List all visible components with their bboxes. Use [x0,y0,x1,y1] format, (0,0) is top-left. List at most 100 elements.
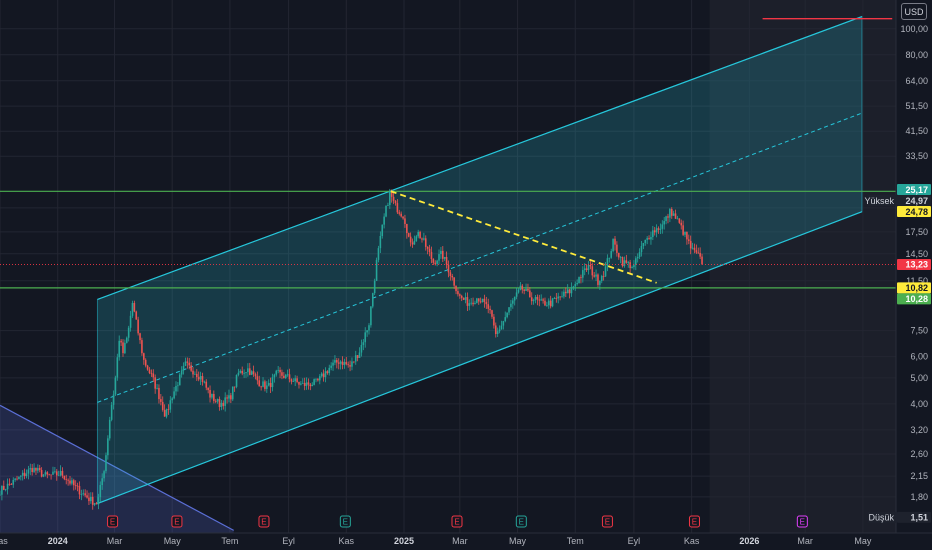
candle-body [687,239,690,241]
rising-channel-middle-line[interactable] [97,112,863,403]
earnings-marker[interactable]: E [515,515,527,528]
candle-body [237,372,240,376]
price-tick-label: 17,50 [905,227,928,237]
candle-body [390,190,393,197]
price-axis[interactable]: 100,0080,0064,0051,5041,5033,5021,5017,5… [895,0,932,550]
candle-body [670,208,673,216]
candle-body [264,381,266,389]
candle-body [55,471,58,476]
earnings-marker[interactable]: E [601,515,613,528]
candle-body [650,237,652,240]
candle-body [578,277,580,284]
candle-body [256,376,259,381]
candle-body [209,389,211,398]
candle-body [127,327,130,338]
candle-body [203,381,206,383]
price-label-box [897,206,931,218]
candle-body [515,292,518,297]
price-label: 24,97 Yüksek [864,195,931,207]
candle-body [124,342,126,354]
candle-body [689,240,692,249]
candle-body [676,218,679,220]
time-tick-label: May [509,536,527,546]
candle-body [644,239,647,243]
candle-body [593,275,595,277]
currency-button[interactable]: USD [901,3,927,20]
candle-body [574,284,577,287]
candle-body [25,473,28,477]
dashed-trendline[interactable] [390,190,657,284]
earnings-marker[interactable]: E [107,515,119,528]
candle-body [375,259,378,281]
candle-body [245,372,247,373]
candle-body [205,381,208,388]
candle-body [366,330,368,333]
candle-body [275,370,278,375]
time-tick-label: 2025 [394,536,414,546]
earnings-marker-box [339,515,351,528]
earnings-marker-box [688,515,700,528]
candle-body [54,471,56,473]
candle-body [12,479,15,485]
candle-body [125,337,128,343]
candle-body [74,485,77,486]
candle-body [167,409,170,410]
candle-body [512,300,514,304]
earnings-marker-box [601,515,613,528]
candle-body [320,373,323,377]
candle-body [137,319,139,334]
candle-body [266,385,268,389]
price-label-value: 1,51 [910,513,928,523]
candle-body [476,298,478,303]
candle-body [298,381,300,385]
earnings-marker[interactable]: E [171,515,183,528]
earnings-marker[interactable]: E [339,515,351,528]
candle-body [542,299,544,301]
candle-body [303,382,306,386]
chart-drawings[interactable] [0,15,896,533]
candle-body [46,472,49,475]
price-tick-label: 64,00 [905,76,928,86]
falling-channel-upper-line[interactable] [0,404,234,531]
candle-body [27,469,30,474]
candle-body [498,329,501,332]
candle-body [396,203,399,213]
candle-body [595,274,597,277]
candle-body [642,242,645,247]
candle-body [146,365,149,370]
earnings-marker[interactable]: E [451,515,463,528]
candle-body [638,252,641,257]
earnings-marker-box [171,515,183,528]
candle-body [564,291,567,294]
candle-body [599,281,601,285]
candle-body [4,489,7,491]
chart-overlays[interactable] [0,18,896,284]
candle-body [283,375,285,378]
earnings-marker[interactable]: E [258,515,270,528]
candle-body [163,409,166,417]
candle-body [169,400,172,410]
future-zone [709,0,896,533]
rising-channel-upper-line[interactable] [97,16,863,300]
candle-body [239,370,242,373]
candle-body [48,474,50,476]
rising-channel-lower-line[interactable] [97,211,863,505]
candle-body [504,317,507,322]
candle-body [616,244,618,253]
candle-body [582,270,584,278]
price-label: 24,78 [897,206,931,218]
earnings-marker[interactable]: E [688,515,700,528]
candle-body [455,285,457,292]
candle-body [14,478,16,480]
candle-body [477,298,480,302]
candle-body [553,298,556,300]
candle-body [525,288,527,291]
candle-body [57,475,60,477]
candle-body [419,231,421,239]
time-axis[interactable]: Kas 2024 Mar May Tem Eyl Kas 2025 Mar May Tem Eyl Ka… [0,532,932,550]
candle-body [69,480,71,484]
earnings-marker[interactable]: E [796,515,808,528]
price-label-prefix-box [868,511,896,523]
